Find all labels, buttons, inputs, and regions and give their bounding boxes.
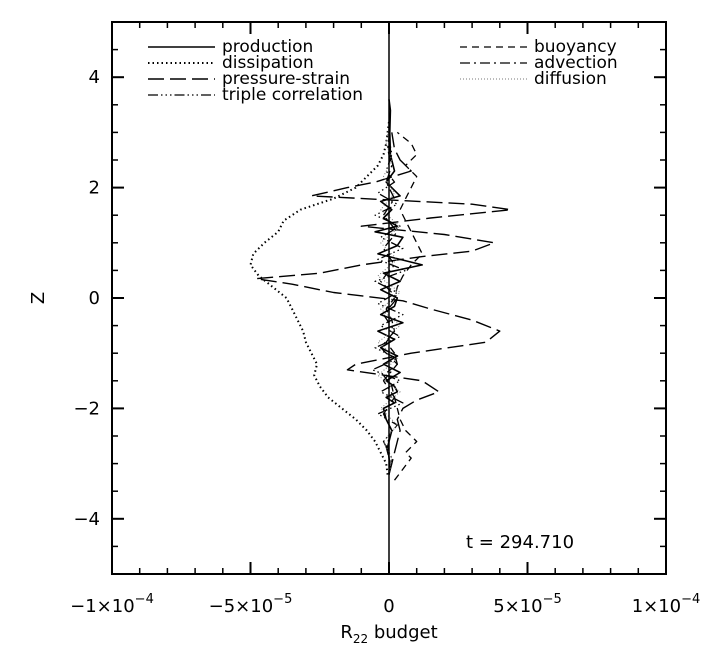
legend-label-dissipation: dissipation: [222, 53, 314, 73]
x-tick-label: 1×10−4: [632, 592, 701, 617]
series-buoyancy-line: [382, 131, 423, 481]
x-tick-label-base: 5×10: [493, 596, 542, 617]
y-axis-title: Z: [28, 292, 49, 304]
x-axis-title: R22 budget: [340, 622, 437, 646]
x-tick-label: −5×10−5: [209, 592, 293, 617]
x-tick-label-exp: −5: [543, 592, 562, 607]
time-annotation: t = 294.710: [466, 532, 574, 553]
x-tick-label-exp: −5: [273, 592, 292, 607]
x-tick-label-base: 0: [383, 596, 394, 617]
x-tick-label: −1×10−4: [70, 592, 154, 617]
y-tick-label: 0: [89, 288, 100, 309]
x-tick-label-base: 1×10: [632, 596, 681, 617]
legend: productiondissipationpressure-straintrip…: [148, 37, 618, 105]
legend-label-buoyancy: buoyancy: [534, 37, 617, 57]
x-tick-label: 0: [383, 596, 394, 617]
series-dissipation-line: [249, 121, 390, 475]
x-tick-label-base: −1×10: [70, 596, 135, 617]
y-tick-label: 4: [89, 67, 100, 88]
x-tick-label: 5×10−5: [493, 592, 562, 617]
x-tick-label-exp: −4: [135, 592, 154, 607]
x-axis-title-sub: 22: [353, 632, 368, 646]
x-axis-title-rest: budget: [368, 622, 438, 643]
series-layer: [249, 22, 512, 574]
x-axis-title-main: R: [340, 622, 353, 643]
legend-label-production: production: [222, 37, 313, 57]
legend-label-advection: advection: [534, 53, 618, 73]
x-tick-label-exp: −4: [681, 592, 700, 607]
series-pressure-strain-line: [255, 132, 512, 475]
y-tick-label: 2: [89, 178, 100, 199]
series-triple-correlation-line: [371, 121, 407, 475]
legend-label-pressure-strain: pressure-strain: [222, 69, 350, 89]
y-tick-label: −2: [73, 398, 100, 419]
legend-label-diffusion: diffusion: [534, 69, 607, 89]
series-advection-line: [380, 121, 398, 475]
x-tick-label-base: −5×10: [209, 596, 274, 617]
legend-label-triple-correlation: triple correlation: [222, 85, 363, 105]
y-tick-label: −4: [73, 509, 100, 530]
